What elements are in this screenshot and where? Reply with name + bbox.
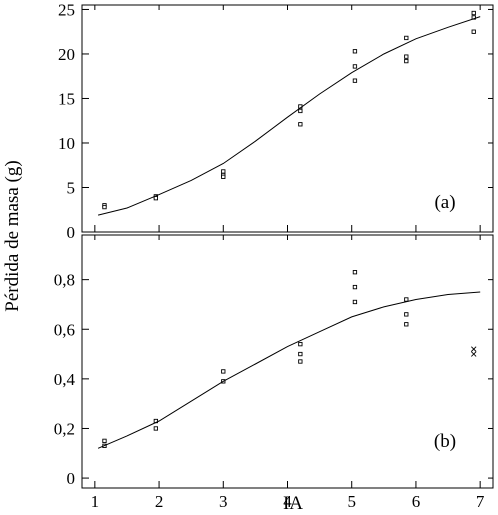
data-point-a xyxy=(298,108,303,114)
data-point-a xyxy=(404,58,409,64)
data-point-b xyxy=(298,341,303,347)
fit-curve-b xyxy=(97,291,481,449)
x-tick-label-b: 6 xyxy=(412,492,421,511)
data-point-a xyxy=(352,78,358,83)
panel-label-b: (b) xyxy=(434,431,456,452)
fit-curve-a xyxy=(97,16,481,216)
y-tick-label-a: 25 xyxy=(58,0,75,19)
panel-b-chart: 1 2 3 4 5 6 7 0 0,2 0,4 0,6 0,8 (b) xyxy=(54,234,494,511)
y-tick-label-b: 0,2 xyxy=(54,419,75,438)
data-point-a xyxy=(352,49,358,54)
y-tick-label-a: 15 xyxy=(58,89,75,108)
x-tick-label-b: 4 xyxy=(283,492,292,511)
plot-frame-b xyxy=(81,234,494,489)
data-point-b xyxy=(404,312,409,317)
x-axis-label: IA xyxy=(283,493,303,514)
x-tick-label-b: 2 xyxy=(155,492,164,511)
y-tick-label-b: 0 xyxy=(67,469,76,488)
data-point-b xyxy=(352,270,358,275)
data-point-x-b xyxy=(471,351,477,357)
plot-frame-a xyxy=(81,4,494,233)
data-point-b xyxy=(298,359,303,364)
data-point-a xyxy=(404,35,409,41)
data-point-b xyxy=(404,322,409,327)
data-point-b xyxy=(102,438,107,444)
y-tick-label-b: 0,4 xyxy=(54,370,76,389)
data-point-b xyxy=(153,426,159,431)
data-point-a xyxy=(221,169,226,174)
data-point-b xyxy=(298,351,303,357)
y-tick-label-b: 0,8 xyxy=(54,271,75,290)
y-tick-label-b: 0,6 xyxy=(54,320,75,339)
data-point-a xyxy=(298,122,303,127)
panel-a-chart: 0 5 10 15 20 25 (a) xyxy=(58,0,494,242)
data-point-a xyxy=(404,54,409,59)
panel-label-a: (a) xyxy=(434,192,455,213)
data-point-a xyxy=(471,10,476,16)
x-tick-label-b: 7 xyxy=(476,492,485,511)
x-tick-label-b: 5 xyxy=(347,492,356,511)
data-point-a xyxy=(352,64,358,69)
y-tick-label-a: 20 xyxy=(58,45,75,64)
x-tick-label-b: 3 xyxy=(219,492,228,511)
data-point-b xyxy=(352,299,358,305)
y-axis-label: Pérdida de masa (g) xyxy=(2,160,23,311)
y-tick-label-a: 0 xyxy=(67,223,76,242)
data-point-a xyxy=(221,174,226,179)
data-point-b xyxy=(404,297,409,302)
data-point-b xyxy=(221,369,226,374)
data-point-b xyxy=(352,284,358,290)
data-point-x-b xyxy=(471,346,477,352)
y-tick-label-a: 10 xyxy=(58,134,75,153)
data-point-a xyxy=(102,204,107,210)
y-tick-label-a: 5 xyxy=(67,178,76,197)
x-tick-label-b: 1 xyxy=(91,492,100,511)
data-point-a xyxy=(471,29,476,34)
